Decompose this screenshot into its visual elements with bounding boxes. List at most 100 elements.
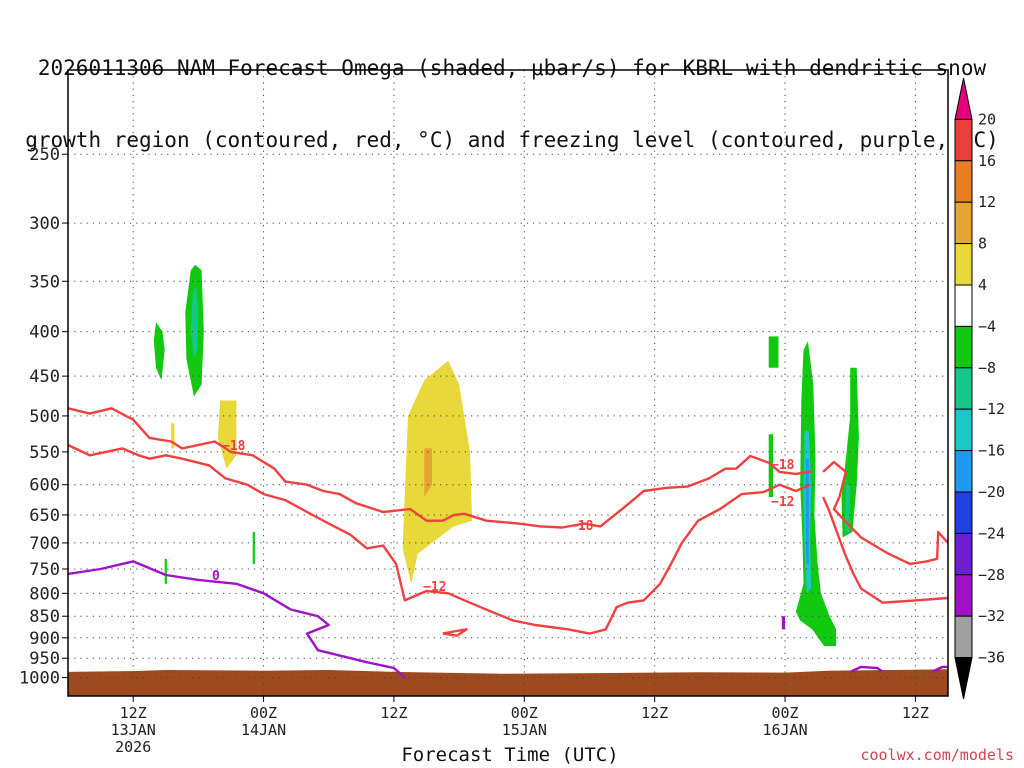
y-tick-label-550: 550: [29, 443, 60, 463]
contour-labels: −18 −12 −18 −18 −12 0: [212, 439, 795, 595]
chart-title-line-2: growth region (contoured, red, °C) and f…: [25, 128, 999, 152]
x-tick-label-6-0: 12Z: [120, 704, 147, 722]
colorbar-label-5: −4: [978, 317, 996, 335]
y-tick-label-750: 750: [29, 560, 60, 580]
x-tick-label-66-0: 00Z: [771, 704, 798, 722]
shade-yellow-upward-1: [217, 400, 237, 469]
contour-freezing-right: [849, 665, 884, 673]
contour-dgz-small-loop: [442, 628, 468, 637]
colorbar-label-3: 8: [978, 235, 987, 253]
colorbar-label-4: 4: [978, 276, 987, 294]
contour-dgz-right-18c: [822, 460, 948, 566]
shade-yellow-upward-2: [402, 360, 473, 584]
x-tick-label-42-0: 00Z: [511, 704, 538, 722]
terrain-surface: [68, 669, 948, 696]
colorbar-bin-top-arrow: [954, 77, 973, 120]
colorbar-bin-11: [954, 532, 973, 576]
credit-text: coolwx.com/models: [860, 746, 1014, 764]
contour-dgz-upper-18c: [68, 407, 813, 529]
terrain-layer: [68, 669, 948, 696]
colorbar-bin-12: [954, 574, 973, 617]
chart-title-line-1: 2026011306 NAM Forecast Omega (shaded, μ…: [37, 56, 987, 80]
y-tick-label-850: 850: [29, 607, 60, 627]
dgz-label-right-18: −18: [771, 458, 795, 473]
shade-orange-upward-core: [424, 448, 432, 498]
colorbar-label-8: −16: [978, 442, 1005, 460]
dgz-label-lower: −12: [423, 580, 446, 595]
colorbar-label-1: 16: [978, 152, 996, 170]
colorbar-label-9: −20: [978, 483, 1005, 501]
contour-freezing-far-right: [931, 665, 948, 673]
x-tick-label-18-1: 14JAN: [241, 721, 286, 739]
x-tick-label-6-1: 13JAN: [111, 721, 156, 739]
colorbar-bin-8: [954, 408, 973, 452]
colorbar: 20 16 12 8 4 −4 −8 −12 −16 −20 −24 −28 −32 −36: [954, 77, 1005, 700]
x-axis-label: Forecast Time (UTC): [401, 744, 619, 766]
colorbar-bin-3: [954, 201, 973, 245]
y-tick-label-700: 700: [29, 534, 60, 554]
colorbar-bin-bottom-arrow: [954, 657, 973, 700]
y-axis: 2503003504004505005506006507007508008509…: [19, 145, 68, 689]
y-tick-label-400: 400: [29, 323, 60, 343]
y-tick-label-450: 450: [29, 367, 60, 387]
freezing-label-0: 0: [212, 569, 220, 584]
plot-frame: [67, 69, 949, 697]
dgz-label-upper: −18: [222, 439, 246, 454]
shade-teal-downward-4: [844, 484, 851, 532]
colorbar-label-11: −28: [978, 566, 1005, 584]
colorbar-label-6: −8: [978, 359, 996, 377]
shade-green-small-b: [164, 558, 167, 584]
shade-green-downward-3: [795, 341, 837, 647]
shade-green-downward-4: [841, 367, 859, 538]
colorbar-bin-6: [954, 325, 973, 369]
colorbar-label-7: −12: [978, 400, 1005, 418]
colorbar-bin-5: [954, 284, 973, 327]
colorbar-bin-1: [954, 118, 973, 162]
y-tick-label-800: 800: [29, 584, 60, 604]
shade-green-downward-2: [153, 322, 165, 381]
colorbar-label-0: 20: [978, 110, 996, 128]
colorbar-label-13: −36: [978, 649, 1005, 667]
colorbar-label-2: 12: [978, 193, 996, 211]
y-tick-label-350: 350: [29, 272, 60, 292]
colorbar-label-10: −24: [978, 524, 1005, 542]
x-tick-label-54-0: 12Z: [641, 704, 668, 722]
y-tick-label-300: 300: [29, 214, 60, 234]
x-tick-label-78-0: 12Z: [902, 704, 929, 722]
x-tick-label-30-0: 12Z: [380, 704, 407, 722]
y-tick-label-500: 500: [29, 407, 60, 427]
shade-teal-downward-1: [190, 286, 199, 359]
contours: [68, 407, 948, 679]
chart-title: 2026011306 NAM Forecast Omega (shaded, μ…: [0, 8, 1024, 176]
y-tick-label-650: 650: [29, 506, 60, 526]
colorbar-bin-7: [954, 367, 973, 410]
x-tick-label-42-1: 15JAN: [502, 721, 547, 739]
dgz-label-right-12: −12: [771, 495, 794, 510]
grid: [68, 70, 948, 696]
x-tick-label-18-0: 00Z: [250, 704, 277, 722]
y-tick-label-600: 600: [29, 476, 60, 496]
y-tick-label-1000: 1000: [19, 669, 60, 689]
shade-blue-downward-3: [805, 458, 809, 564]
y-tick-label-250: 250: [29, 145, 60, 165]
y-tick-label-950: 950: [29, 649, 60, 669]
dgz-label-mid: −18: [570, 519, 594, 534]
colorbar-bin-13: [954, 615, 973, 659]
colorbar-bin-4: [954, 243, 973, 286]
y-tick-label-900: 900: [29, 629, 60, 649]
shade-purple-dot: [781, 616, 785, 630]
contour-dgz-lower-12c: [68, 443, 811, 635]
colorbar-bin-2: [954, 160, 973, 203]
shade-green-small-a: [252, 532, 255, 564]
colorbar-bin-10: [954, 491, 973, 534]
omega-shading: [153, 264, 859, 647]
contour-freezing-level-0c: [68, 560, 406, 679]
x-tick-label-6-2: 2026: [115, 738, 151, 756]
colorbar-label-12: −32: [978, 607, 1005, 625]
colorbar-bin-9: [954, 450, 973, 493]
contour-dgz-right-12c: [822, 496, 948, 604]
x-tick-label-66-1: 16JAN: [762, 721, 807, 739]
shade-green-small-c: [768, 336, 779, 368]
